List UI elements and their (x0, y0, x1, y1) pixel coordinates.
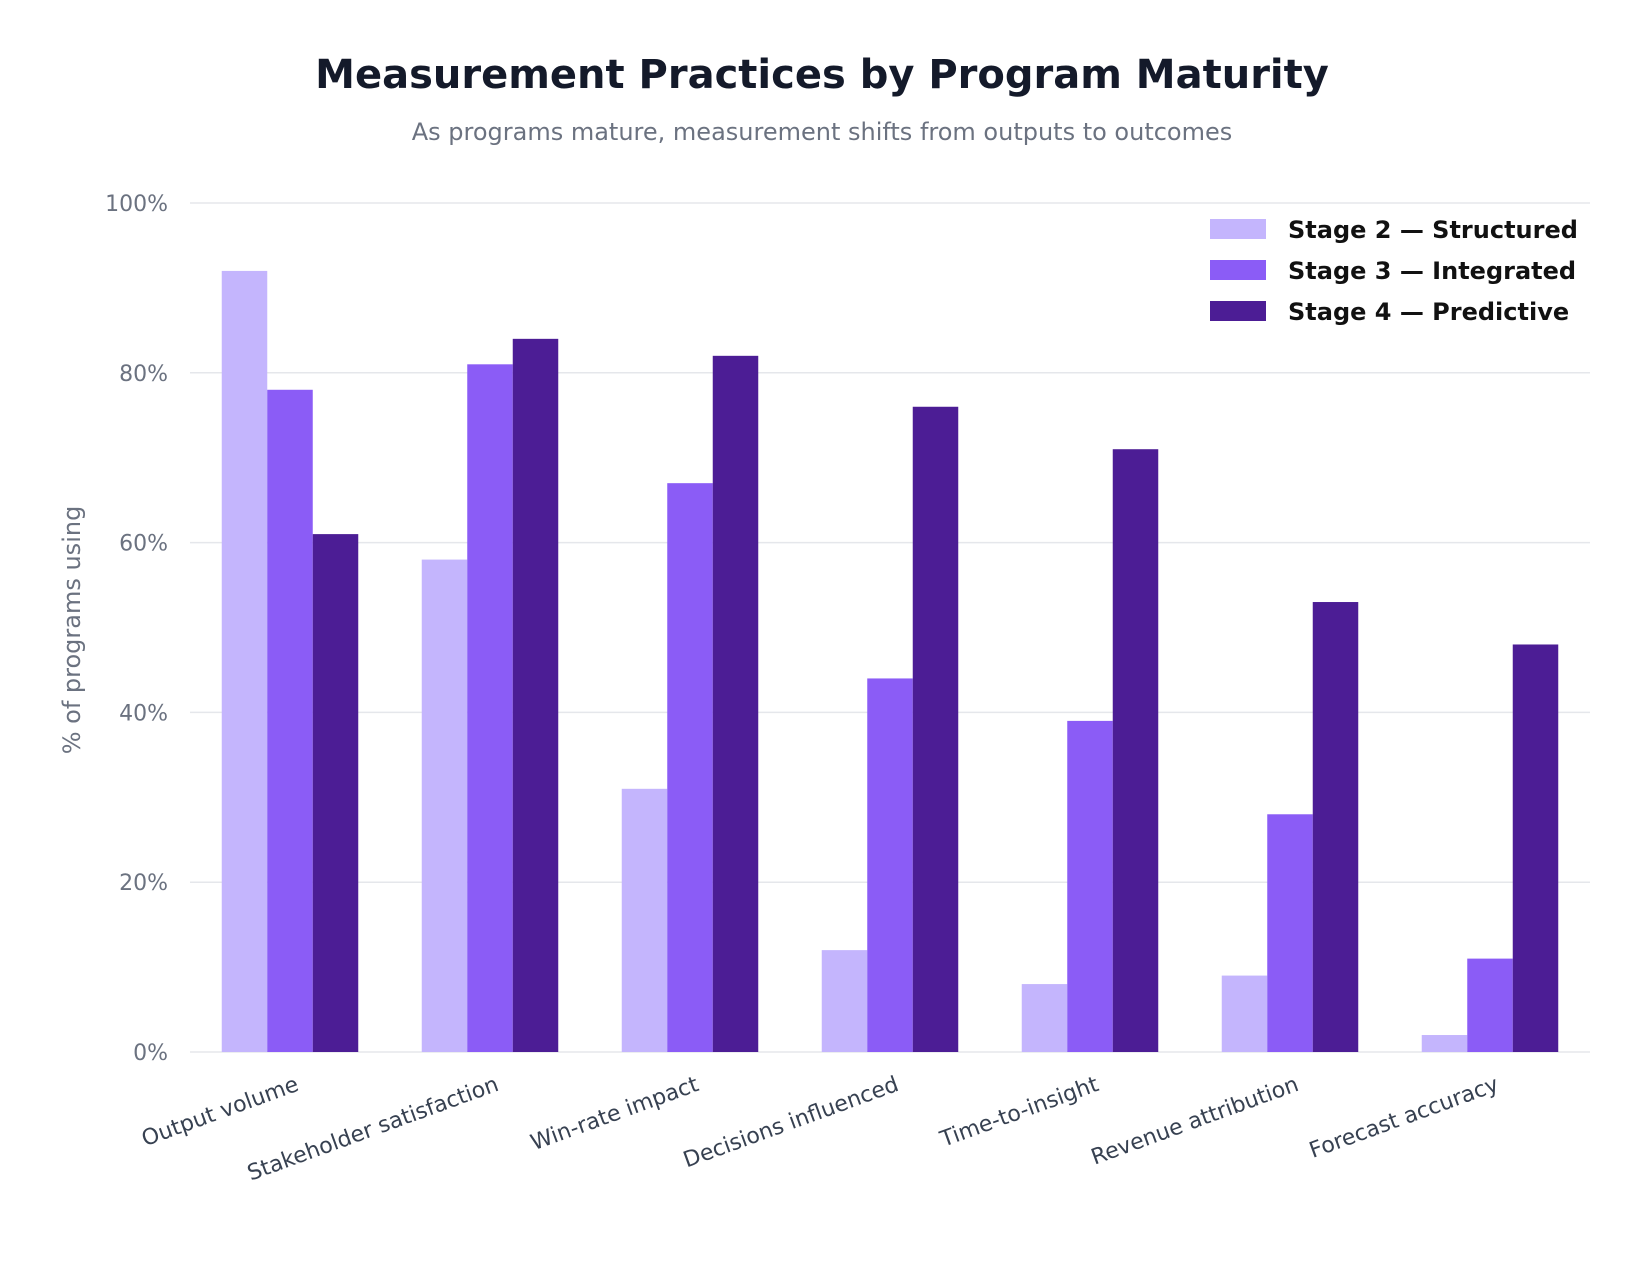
y-axis-title: % of programs using (58, 506, 86, 755)
bar-2-5 (1221, 975, 1268, 1052)
y-tick-label: 40% (119, 701, 168, 726)
x-tick-label: Revenue attribution (1088, 1072, 1302, 1170)
y-tick-label: 0% (133, 1041, 168, 1066)
legend-label: Stage 4 — Predictive (1288, 298, 1569, 326)
bar-4-6 (1512, 644, 1559, 1052)
bar-3-6 (1467, 958, 1513, 1052)
bar-3-4 (1067, 720, 1113, 1052)
bar-4-3 (912, 406, 959, 1052)
bar-4-1 (512, 338, 559, 1053)
bar-2-6 (1421, 1035, 1468, 1052)
y-tick-label: 80% (119, 362, 168, 387)
y-tick-label: 100% (105, 192, 168, 217)
chart-subtitle: As programs mature, measurement shifts f… (411, 118, 1233, 146)
x-tick-label: Win-rate impact (527, 1072, 702, 1156)
x-tick-label: Output volume (139, 1072, 303, 1152)
bar-2-1 (421, 559, 468, 1052)
bar-4-5 (1312, 602, 1359, 1052)
legend: Stage 2 — Structured Stage 3 — Integrated… (1210, 216, 1578, 326)
x-tick-label: Time-to-insight (936, 1072, 1102, 1153)
y-tick-label: 60% (119, 532, 168, 557)
x-tick-label: Forecast accuracy (1306, 1072, 1502, 1164)
bar-2-4 (1021, 984, 1068, 1052)
bar-4-4 (1112, 449, 1159, 1053)
bar-4-2 (712, 355, 759, 1052)
legend-label: Stage 2 — Structured (1288, 216, 1578, 244)
bar-4-0 (312, 534, 359, 1052)
bar-3-3 (867, 678, 913, 1052)
bar-3-5 (1267, 814, 1313, 1052)
y-axis-ticks: 0% 20% 40% 60% 80% 100% (105, 192, 168, 1066)
legend-swatch (1210, 219, 1266, 239)
y-tick-label: 20% (119, 871, 168, 896)
bar-3-1 (467, 364, 513, 1052)
legend-swatch (1210, 260, 1266, 280)
chart-title: Measurement Practices by Program Maturit… (315, 52, 1329, 98)
legend-swatch (1210, 301, 1266, 321)
bar-3-0 (267, 389, 313, 1052)
x-tick-label: Decisions influenced (680, 1072, 902, 1173)
bar-3-2 (667, 483, 713, 1052)
legend-label: Stage 3 — Integrated (1288, 257, 1576, 285)
bars (221, 270, 1559, 1053)
bar-2-3 (821, 950, 868, 1052)
bar-2-2 (621, 788, 668, 1052)
bar-2-0 (221, 270, 268, 1052)
